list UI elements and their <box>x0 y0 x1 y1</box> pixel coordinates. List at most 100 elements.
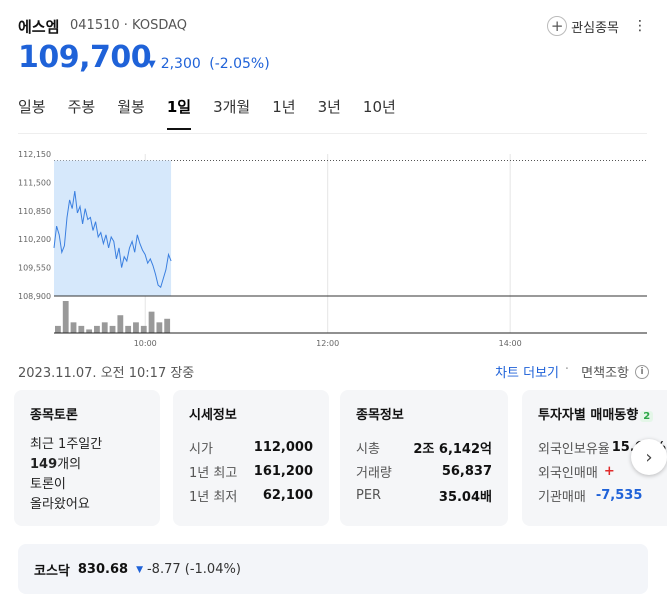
watchlist-button[interactable]: + 관심종목 ⋮ <box>547 14 647 38</box>
quote-value: 112,000 <box>253 439 313 455</box>
volume-bar <box>62 301 69 333</box>
quote-label: 1년 최저 <box>189 489 238 505</box>
company-row-per: PER 35.04배 <box>356 483 492 507</box>
next-card-button[interactable]: › <box>631 439 667 475</box>
change-percent: (-2.05%) <box>209 56 270 72</box>
company-value: 56,837 <box>441 463 492 479</box>
volume-bar <box>101 322 108 333</box>
period-tabs: 일봉 주봉 월봉 1일 3개월 1년 3년 10년 <box>18 96 418 132</box>
quote-value: 161,200 <box>253 463 313 479</box>
volume-bar <box>55 325 61 333</box>
volume-bar <box>133 322 139 333</box>
forum-card[interactable]: 종목토론 최근 1주일간 149개의 토론이 올라왔어요 <box>14 390 160 526</box>
investor-card-title: 투자자별 매매동향 2 <box>538 404 666 423</box>
forum-line4: 올라왔어요 <box>30 497 90 512</box>
company-label: PER <box>356 487 382 503</box>
timestamp: 2023.11.07. 오전 10:17 장중 <box>18 366 195 381</box>
volume-bar <box>164 318 171 333</box>
price-change: ▼ 2,300 (-2.05%) <box>148 56 270 72</box>
tab-1year[interactable]: 1년 <box>272 98 296 116</box>
quote-card[interactable]: 시세정보 시가 112,000 1년 최고 161,200 1년 최저 62,100 <box>173 390 329 526</box>
plus-icon: + <box>547 16 568 36</box>
down-arrow-icon: ▼ <box>136 564 143 575</box>
separator-dot: · <box>564 362 569 377</box>
investor-value: -7,535 <box>595 487 643 503</box>
forum-count-suffix: 개의 <box>57 457 82 472</box>
disclaimer-label: 면책조항 <box>581 366 629 381</box>
down-arrow-icon: ▼ <box>148 59 156 70</box>
volume-bar <box>94 325 100 333</box>
volume-bar <box>117 315 124 333</box>
tab-3year[interactable]: 3년 <box>317 98 341 116</box>
company-value: 2조 6,142억 <box>413 441 492 457</box>
investor-row-foreign-trade: 외국인매매 + <box>538 459 666 483</box>
tab-daily[interactable]: 일봉 <box>18 98 46 116</box>
y-tick-label: 110,200 <box>18 235 51 244</box>
tab-10year[interactable]: 10년 <box>362 98 396 116</box>
disclaimer-link[interactable]: 면책조항 i <box>581 362 649 381</box>
company-card-title: 종목정보 <box>356 408 404 423</box>
volume-bar <box>78 325 85 333</box>
forum-count: 149 <box>30 457 58 472</box>
volume-bar <box>156 322 163 333</box>
x-tick-label: 12:00 <box>316 339 339 348</box>
y-tick-label: 108,900 <box>18 292 51 301</box>
index-bar[interactable]: 코스닥 830.68 ▼ -8.77 (-1.04%) <box>18 544 648 594</box>
forum-line3: 토론이 <box>30 477 66 492</box>
tab-3month[interactable]: 3개월 <box>213 98 251 116</box>
y-tick-label: 110,850 <box>18 207 51 216</box>
tab-monthly[interactable]: 월봉 <box>117 98 145 116</box>
volume-bar <box>148 311 155 333</box>
info-icon: i <box>635 364 649 379</box>
area-fill <box>54 160 172 296</box>
y-tick-label: 109,550 <box>18 264 51 273</box>
quote-value: 62,100 <box>262 487 313 503</box>
company-row-volume: 거래량 56,837 <box>356 459 492 483</box>
more-vertical-icon[interactable]: ⋮ <box>633 18 647 34</box>
change-amount: 2,300 <box>160 56 201 72</box>
investor-badge: 2 <box>640 411 654 422</box>
volume-bar <box>140 325 147 333</box>
price-chart-svg: 112,150 111,500 110,850 110,200 109,550 108,9… <box>18 150 647 348</box>
investor-value: + <box>603 463 615 479</box>
investor-label: 기관매매 <box>538 489 586 505</box>
quote-row-high: 1년 최고 161,200 <box>189 459 313 483</box>
index-value: 830.68 <box>77 561 129 577</box>
investor-row-institution-trade: 기관매매 -7,535 <box>538 483 666 507</box>
forum-card-title: 종목토론 <box>30 408 78 423</box>
price-series-line <box>53 191 172 289</box>
company-card[interactable]: 종목정보 시총 2조 6,142억 거래량 56,837 PER 35.04배 <box>340 390 508 526</box>
forum-line1: 최근 1주일간 <box>30 437 103 452</box>
investor-label: 외국인보유율 <box>538 441 610 457</box>
volume-bar <box>86 329 93 333</box>
price-chart[interactable]: 112,150 111,500 110,850 110,200 109,550 108,9… <box>0 140 667 355</box>
volume-bar <box>70 322 77 333</box>
company-label: 거래량 <box>356 465 392 481</box>
x-tick-label: 10:00 <box>134 339 157 348</box>
watchlist-label: 관심종목 <box>571 20 619 36</box>
y-tick-label: 112,150 <box>18 150 51 159</box>
company-label: 시총 <box>356 441 380 457</box>
forum-count-line: 149개의 <box>30 455 144 475</box>
index-change-text: -8.77 (-1.04%) <box>146 561 241 577</box>
quote-label: 시가 <box>189 441 213 457</box>
tab-1day[interactable]: 1일 <box>166 96 192 130</box>
investor-title-text: 투자자별 매매동향 <box>538 408 639 423</box>
stock-name: 에스엠 <box>18 18 60 36</box>
index-change: ▼ -8.77 (-1.04%) <box>136 562 241 577</box>
current-price: 109,700 <box>18 40 152 75</box>
y-tick-label: 111,500 <box>18 178 51 187</box>
company-row-marketcap: 시총 2조 6,142억 <box>356 435 492 459</box>
investor-label: 외국인매매 <box>538 465 598 481</box>
company-value: 35.04배 <box>438 489 492 505</box>
quote-row-open: 시가 112,000 <box>189 435 313 459</box>
volume-bar <box>109 325 116 333</box>
stock-code: 041510 · KOSDAQ <box>70 18 187 33</box>
stock-header: 에스엠 041510 · KOSDAQ + 관심종목 ⋮ <box>18 12 647 42</box>
tabs-divider <box>18 133 647 134</box>
quote-row-low: 1년 최저 62,100 <box>189 483 313 507</box>
chart-more-link[interactable]: 차트 더보기 <box>495 366 559 381</box>
chevron-right-icon: › <box>645 446 653 468</box>
tab-weekly[interactable]: 주봉 <box>67 98 96 116</box>
